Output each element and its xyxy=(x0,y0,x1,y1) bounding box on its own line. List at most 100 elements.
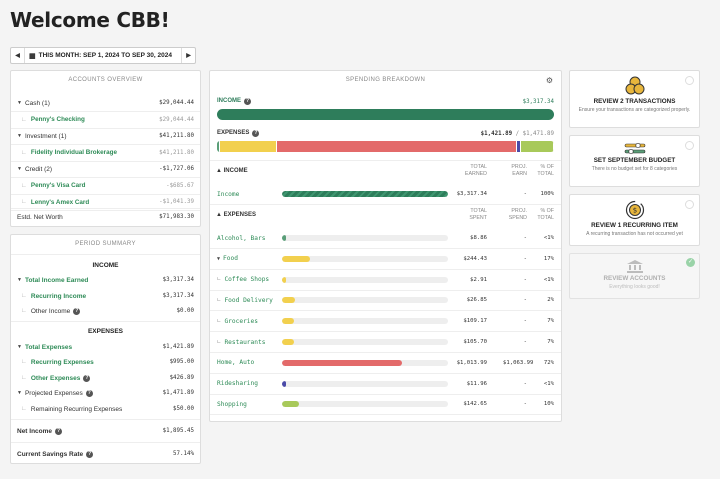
net-income-label: Net Income xyxy=(17,427,53,435)
recurring-expenses-label: Recurring Expenses xyxy=(30,358,94,366)
category-projected: - xyxy=(523,339,527,345)
category-name[interactable]: ∟ Groceries xyxy=(217,318,258,325)
account-value: $29,044.44 xyxy=(159,116,194,123)
category-name[interactable]: ∟ Restaurants xyxy=(217,339,265,346)
category-name[interactable]: ∟ Food Delivery xyxy=(217,297,273,304)
category-projected: - xyxy=(523,297,527,304)
account-row[interactable]: ∟ Penny's Checking $29,044.44 xyxy=(11,112,200,128)
expense-category-row[interactable]: ∟ Restaurants $105.70 - 7% xyxy=(210,332,561,352)
account-value: -$1,041.39 xyxy=(159,199,194,205)
total-income-row[interactable]: ▼ Total Income Earned $3,317.34 xyxy=(11,272,200,288)
page-title: Welcome CBB! xyxy=(10,8,170,32)
category-percent: <1% xyxy=(543,380,554,387)
category-name[interactable]: Home, Auto xyxy=(217,359,254,366)
stack-segment xyxy=(220,141,278,152)
other-income-value: $0.00 xyxy=(176,308,194,314)
action-description: There is no budget set for 8 categories xyxy=(591,166,678,172)
date-range-selector[interactable]: ◀ ▦ THIS MONTH: SEP 1, 2024 TO SEP 30, 2… xyxy=(10,47,196,64)
recurring-expenses-value: $995.00 xyxy=(169,359,194,365)
category-name[interactable]: Income xyxy=(217,191,239,198)
category-percent: 7% xyxy=(547,318,554,325)
collapse-icon[interactable]: ▼ xyxy=(17,133,22,139)
collapse-icon[interactable]: ▼ xyxy=(17,166,22,172)
expense-category-row[interactable]: ∟ Food Delivery $26.85 - 2% xyxy=(210,290,561,310)
account-row[interactable]: ∟ Penny's Visa Card -$685.67 xyxy=(11,178,200,194)
gear-icon[interactable]: ⚙ xyxy=(545,76,553,85)
total-expenses-row[interactable]: ▼ Total Expenses $1,421.89 xyxy=(11,339,200,355)
review-recurring-card[interactable]: $ REVIEW 1 RECURRING ITEM A recurring tr… xyxy=(569,194,700,246)
review-transactions-card[interactable]: REVIEW 2 TRANSACTIONS Ensure your transa… xyxy=(569,70,700,128)
expenses-section-toggle[interactable]: ▲ EXPENSES xyxy=(216,212,256,218)
category-progress-bar xyxy=(282,276,448,283)
income-category-row[interactable]: Income $3,317.34 - 100% xyxy=(210,184,561,204)
collapse-icon[interactable]: ▼ xyxy=(217,256,224,263)
progress-fill xyxy=(282,235,286,241)
category-total: $26.85 xyxy=(466,297,487,304)
remaining-recurring-row: ∟ Remaining Recurring Expenses $50.00 xyxy=(11,401,200,417)
category-name[interactable]: Alcohol, Bars xyxy=(217,235,265,242)
stack-segment xyxy=(520,141,554,152)
collapse-icon[interactable]: ▼ xyxy=(17,344,22,350)
savings-rate-value: 57.14% xyxy=(173,451,194,457)
accounts-overview-card: ACCOUNTS OVERVIEW ▼ Cash (1) $29,044.44 ∟ Pe… xyxy=(10,70,201,227)
income-section-title: INCOME xyxy=(92,262,119,269)
category-name[interactable]: Ridesharing xyxy=(217,380,258,387)
stack-segment xyxy=(217,141,221,152)
account-label: Investment (1) xyxy=(24,132,67,140)
expense-category-row[interactable]: Shopping $142.65 - 10% xyxy=(210,394,561,414)
expense-category-row[interactable]: Ridesharing $11.96 - <1% xyxy=(210,374,561,394)
category-name[interactable]: ▼ Food xyxy=(217,255,238,262)
income-section-toggle[interactable]: ▲ INCOME xyxy=(216,168,248,174)
account-row[interactable]: ∟ Lenny's Amex Card -$1,041.39 xyxy=(11,194,200,210)
expenses-bar-value: $1,421.89 / $1,471.89 xyxy=(480,131,554,137)
account-label: Penny's Visa Card xyxy=(30,182,86,189)
expense-category-row[interactable]: Alcohol, Bars $8.86 - <1% xyxy=(210,228,561,248)
category-name[interactable]: ∟ Coffee Shops xyxy=(217,276,269,283)
collapse-icon[interactable]: ▼ xyxy=(17,390,22,396)
review-accounts-card[interactable]: ✓ REVIEW ACCOUNTS Everything looks good! xyxy=(569,253,700,299)
prev-period-button[interactable]: ◀ xyxy=(11,48,25,63)
account-row[interactable]: ∟ Fidelity Individual Brokerage $41,211.80 xyxy=(11,145,200,161)
category-label: Food Delivery xyxy=(224,296,273,304)
next-period-button[interactable]: ▶ xyxy=(181,48,195,63)
spending-breakdown-header: SPENDING BREAKDOWN xyxy=(345,77,426,83)
expense-category-row[interactable]: Home, Auto $1,013.99 $1,063.99 72% xyxy=(210,353,561,373)
recurring-income-label: Recurring Income xyxy=(30,292,87,300)
stack-segment xyxy=(517,141,521,152)
recurring-income-row[interactable]: ∟ Recurring Income $3,317.34 xyxy=(11,288,200,304)
expenses-stacked-bar xyxy=(217,141,554,152)
account-group-row[interactable]: ▼ Credit (2) -$1,727.06 xyxy=(11,161,200,177)
collapse-icon[interactable]: ▼ xyxy=(17,277,22,283)
help-icon[interactable]: ? xyxy=(55,427,63,435)
other-expenses-row[interactable]: ∟ Other Expenses? $426.89 xyxy=(11,370,200,386)
category-label: Restaurants xyxy=(224,338,266,346)
proj-spend-header: PROJ. SPEND xyxy=(508,208,527,221)
expense-category-row[interactable]: ▼ Food $244.43 - 17% xyxy=(210,249,561,269)
expense-category-row[interactable]: ∟ Groceries $109.17 - 7% xyxy=(210,311,561,331)
progress-fill xyxy=(282,339,294,345)
help-icon[interactable]: ? xyxy=(85,389,93,397)
category-total: $3,317.34 xyxy=(456,191,487,197)
help-icon[interactable]: ? xyxy=(83,374,91,382)
account-group-row[interactable]: ▼ Cash (1) $29,044.44 xyxy=(11,95,200,111)
progress-fill xyxy=(282,401,299,408)
help-icon[interactable]: ? xyxy=(86,450,94,458)
collapse-icon[interactable]: ▼ xyxy=(17,100,22,106)
account-group-row[interactable]: ▼ Investment (1) $41,211.80 xyxy=(11,128,200,144)
progress-fill xyxy=(282,297,296,304)
progress-fill xyxy=(282,359,402,366)
tree-branch-icon: ∟ xyxy=(21,149,27,156)
action-title: REVIEW 2 TRANSACTIONS xyxy=(593,98,676,105)
expense-category-row[interactable]: ∟ Coffee Shops $2.91 - <1% xyxy=(210,270,561,290)
income-bar-value: $3,317.34 xyxy=(522,99,554,105)
progress-fill xyxy=(282,276,286,283)
help-icon[interactable]: ? xyxy=(73,307,81,315)
tree-branch-icon: ∟ xyxy=(21,182,27,189)
category-total: $109.17 xyxy=(463,318,487,325)
category-name[interactable]: Shopping xyxy=(217,401,247,408)
recurring-expenses-row[interactable]: ∟ Recurring Expenses $995.00 xyxy=(11,354,200,370)
period-summary-header: PERIOD SUMMARY xyxy=(75,241,136,247)
projected-expenses-row[interactable]: ▼ Projected Expenses? $1,471.89 xyxy=(11,385,200,401)
set-budget-card[interactable]: SET SEPTEMBER BUDGET There is no budget … xyxy=(569,135,700,187)
progress-fill xyxy=(282,255,311,262)
